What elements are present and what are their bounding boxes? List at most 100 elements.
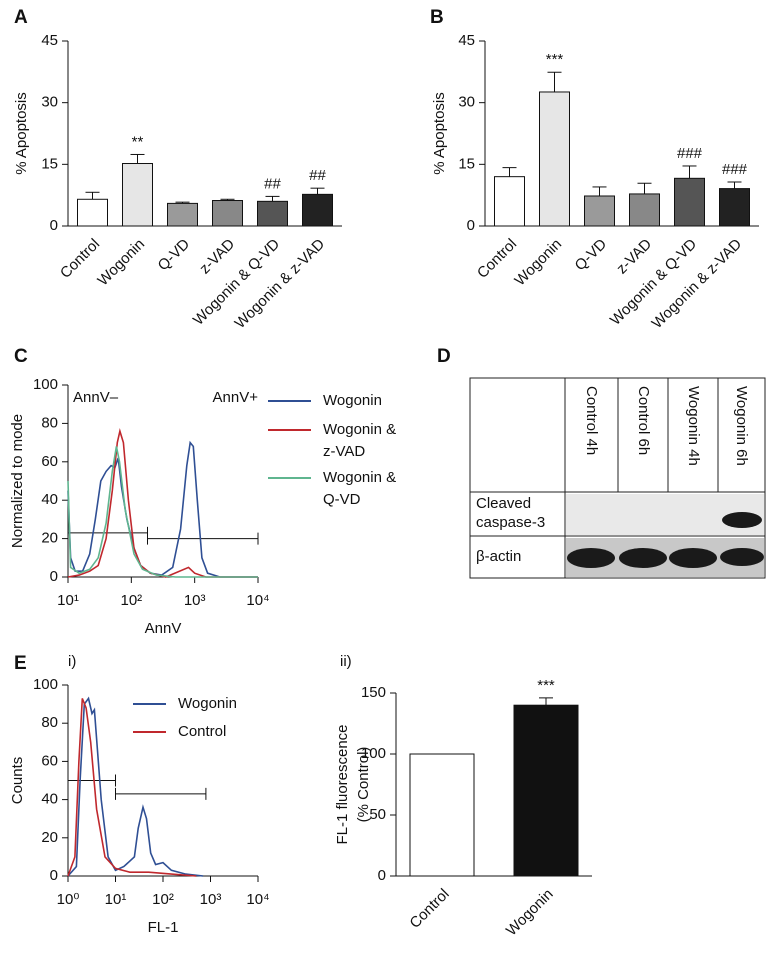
x-tick-label: Wogonin <box>511 236 565 290</box>
y-tick-label: 150 <box>361 684 386 701</box>
error-bar <box>130 153 145 164</box>
significance: ## <box>309 167 326 184</box>
y-tick-label: 30 <box>458 94 475 111</box>
error-bar <box>682 165 697 179</box>
bar <box>77 198 108 227</box>
blot-row: caspase-3 <box>476 514 545 531</box>
x-tick-label: Q-VD <box>572 235 611 274</box>
error-bar <box>547 71 562 92</box>
significance: ## <box>264 175 281 192</box>
legend-entry: Wogonin & z-VAD <box>323 421 397 460</box>
error-bar <box>637 182 652 194</box>
x-tick-label: 10² <box>152 891 174 908</box>
blot-panel: D Control 4h Control 6h Wogonin 4h Wogon… <box>437 346 766 579</box>
histogram-line <box>67 440 258 578</box>
gate-label: AnnV+ <box>213 389 259 406</box>
significance: *** <box>546 51 564 68</box>
blot-column: Control 6h <box>635 386 652 455</box>
blot-band <box>669 548 717 568</box>
bar <box>584 195 615 227</box>
significance: *** <box>537 677 555 694</box>
y-tick-label: 0 <box>50 217 58 234</box>
y-tick-label: 0 <box>378 867 386 884</box>
panel-label: E <box>14 653 27 674</box>
y-tick-label: 30 <box>41 94 58 111</box>
blot-row: Cleaved <box>476 495 531 512</box>
legend-label: Wogonin & Q-VD <box>323 469 397 508</box>
y-axis-label: FL-1 fluorescence <box>334 724 351 844</box>
y-tick-label: 0 <box>467 217 475 234</box>
y-tick-label: 0 <box>50 568 58 585</box>
y-axis-label: % Apoptosis <box>431 92 448 175</box>
blot-band <box>619 548 667 568</box>
x-tick-label: Q-VD <box>155 235 194 274</box>
blot-column: Wogonin 6h <box>733 386 750 466</box>
x-tick-label: Wogonin <box>503 886 557 940</box>
bar <box>674 177 705 227</box>
x-tick-label: z-VAD <box>613 236 655 278</box>
bar <box>212 200 243 227</box>
panel-label: A <box>14 7 28 28</box>
legend-entry: Control <box>178 723 227 740</box>
y-axis-label: (% Control) <box>355 747 372 823</box>
y-tick-label: 40 <box>41 491 58 508</box>
x-tick-label: 10¹ <box>57 592 79 609</box>
error-bar <box>265 195 280 202</box>
histogram-line <box>67 446 258 578</box>
y-tick-label: 15 <box>458 155 475 172</box>
y-axis-label: Normalized to mode <box>9 414 26 548</box>
blot-band <box>720 548 764 566</box>
histogram-line <box>67 696 204 877</box>
y-tick-label: 100 <box>33 376 58 393</box>
error-bar <box>592 186 607 196</box>
y-tick-label: 100 <box>33 676 58 693</box>
x-tick-label: 10² <box>120 592 142 609</box>
legend-label: Control <box>178 723 227 740</box>
gate <box>67 774 116 787</box>
y-tick-label: 100 <box>361 745 386 762</box>
legend-label: Wogonin <box>178 695 237 712</box>
blot-band <box>722 512 762 528</box>
x-axis-label: FL-1 <box>148 919 179 936</box>
bar <box>513 704 579 877</box>
legend-label: Wogonin & z-VAD <box>323 421 397 460</box>
blot-column: Wogonin 4h <box>685 386 702 466</box>
panel-sublabel: ii) <box>340 653 352 670</box>
y-tick-label: 15 <box>41 155 58 172</box>
panel-label: C <box>14 346 28 367</box>
error-bar <box>310 187 325 195</box>
gate <box>147 532 259 545</box>
significance: ** <box>132 133 144 150</box>
x-tick-label: 10³ <box>200 891 222 908</box>
bar <box>409 753 475 877</box>
blot-column: Control 4h <box>583 386 600 455</box>
error-bar <box>220 198 235 201</box>
bar <box>719 188 750 227</box>
y-axis-label: Counts <box>9 757 26 805</box>
bar <box>539 91 570 227</box>
x-tick-label: Control <box>406 886 452 932</box>
error-bar <box>85 191 100 200</box>
legend-entry: Wogonin & Q-VD <box>323 469 397 508</box>
gate-label: AnnV– <box>73 389 119 406</box>
y-tick-label: 20 <box>41 829 58 846</box>
x-axis-label: AnnV <box>145 620 182 637</box>
panel-label: D <box>437 346 451 367</box>
x-tick-label: 10⁴ <box>246 592 269 609</box>
histogram-line <box>67 427 258 578</box>
y-tick-label: 60 <box>41 752 58 769</box>
y-tick-label: 80 <box>41 414 58 431</box>
x-tick-label: 10¹ <box>105 891 127 908</box>
error-bar <box>539 697 553 706</box>
y-tick-label: 60 <box>41 453 58 470</box>
legend-entry: Wogonin <box>178 695 237 712</box>
y-axis-label: % Apoptosis <box>13 92 30 175</box>
bar <box>257 200 288 227</box>
x-tick-label: 10³ <box>184 592 206 609</box>
blot-band <box>567 548 615 568</box>
bar <box>122 163 153 227</box>
legend-label: Wogonin <box>323 392 382 409</box>
blot-row: β-actin <box>476 548 521 565</box>
significance: ### <box>677 145 703 162</box>
